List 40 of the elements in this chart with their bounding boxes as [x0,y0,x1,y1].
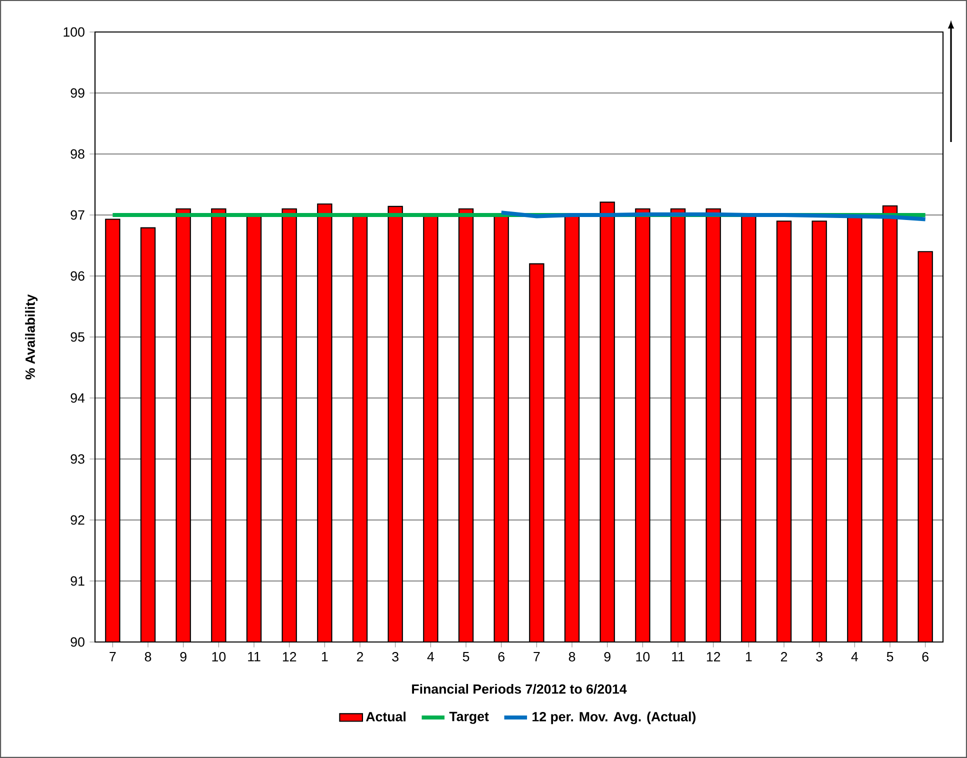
y-tick-label: 94 [70,393,85,403]
x-tick-label: 12 [706,652,720,662]
y-tick-label: 91 [70,576,84,586]
y-tick-label: 90 [70,637,84,647]
y-tick-label: 100 [64,27,84,37]
x-tick-label: 6 [498,652,504,662]
x-tick-label: 4 [427,652,434,662]
x-tick-label: 9 [180,652,186,662]
x-tick-label: 3 [816,652,822,662]
x-tick-label: 7 [110,652,116,662]
x-tick-label: 1 [322,652,328,662]
y-axis-title: % Availability [25,294,38,380]
x-tick-label: 11 [672,652,684,662]
x-tick-label: 8 [568,652,576,662]
x-tick-label: 4 [851,652,858,662]
x-tick-label: 9 [604,652,610,662]
x-tick-label: 1 [746,652,752,662]
y-tick-label: 92 [70,515,84,525]
x-tick-label: 3 [392,652,398,662]
y-tick-label: 93 [70,454,84,464]
y-tick-label: 97 [70,210,84,220]
x-tick-label: 10 [636,652,650,662]
legend-label: 12 per. Mov. Avg. (Actual) [532,712,696,724]
x-tick-label: 12 [282,652,296,662]
y-tick-label: 95 [70,332,84,342]
x-tick-label: 2 [780,652,788,662]
y-tick-label: 99 [70,88,84,98]
x-axis-title: Financial Periods 7/2012 to 6/2014 [412,684,627,694]
x-tick-label: 5 [886,652,894,662]
x-tick-label: 8 [144,652,152,662]
x-tick-label: 2 [356,652,364,662]
y-tick-label: 96 [70,271,84,281]
y-tick-label: 98 [70,149,84,159]
legend-label: Target [449,712,489,724]
x-tick-label: 6 [922,652,928,662]
x-tick-label: 10 [212,652,226,662]
x-tick-label: 11 [248,652,260,662]
x-tick-label: 5 [462,652,470,662]
legend-label: Actual [366,712,406,722]
x-tick-label: 7 [534,652,540,662]
